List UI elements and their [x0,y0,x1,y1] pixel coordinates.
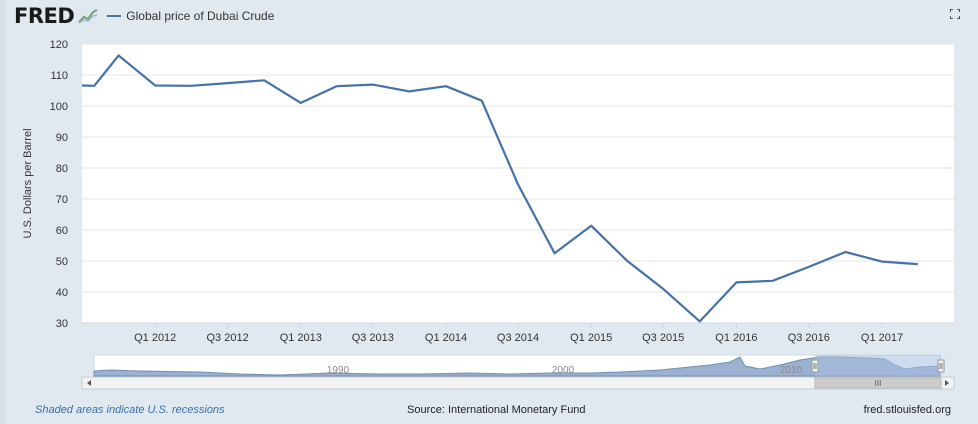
left-border [0,0,6,424]
recession-note: Shaded areas indicate U.S. recessions [35,404,225,416]
navigator-year-label: 2010 [780,365,803,376]
x-tick-label: Q3 2012 [206,332,248,344]
scroll-right-arrow-icon[interactable] [945,380,949,386]
x-tick-label: Q1 2017 [861,332,903,344]
legend-swatch [107,15,122,17]
y-tick-label: 60 [56,225,68,237]
y-axis-label: U.S. Dollars per Barrel [22,128,34,238]
series-line [81,54,918,323]
scrollbar-track[interactable] [81,376,955,390]
x-tick-label: Q3 2016 [788,332,830,344]
site-link[interactable]: fred.stlouisfed.org [863,404,951,416]
chart-header: FRED Global price of Dubai Crude [14,4,274,28]
y-tick-label: 110 [50,70,68,82]
legend[interactable]: Global price of Dubai Crude [107,9,274,23]
source-text: Source: International Monetary Fund [407,404,586,416]
y-tick-label: 40 [56,287,68,299]
scrollbar-grip: III [875,379,882,388]
navigator-handle[interactable] [811,359,819,373]
x-tick-label: Q3 2015 [642,332,684,344]
y-tick-label: 50 [56,256,68,268]
y-tick-label: 80 [56,163,68,175]
navigator-handle[interactable] [937,359,945,373]
y-tick-label: 120 [50,39,68,51]
y-tick-label: 90 [56,132,68,144]
navigator-year-label: 2000 [552,365,575,376]
scroll-left-arrow-icon[interactable] [87,380,91,386]
fred-graph-icon [77,7,100,25]
x-tick-label: Q1 2012 [134,332,176,344]
y-tick-label: 100 [50,101,68,113]
y-tick-label: 70 [56,194,68,206]
x-tick-label: Q1 2015 [570,332,612,344]
scrollbar-thumb[interactable] [814,377,942,389]
y-tick-label: 30 [56,318,68,330]
legend-label: Global price of Dubai Crude [126,9,275,23]
navigator-selection [815,355,941,376]
x-tick-label: Q3 2013 [352,332,394,344]
x-tick-label: Q3 2014 [497,332,539,344]
x-tick-label: Q1 2013 [280,332,322,344]
x-tick-label: Q1 2014 [425,332,467,344]
x-tick-label: Q1 2016 [715,332,757,344]
navigator-year-label: 1990 [327,365,350,376]
fred-logo[interactable]: FRED [14,4,75,28]
